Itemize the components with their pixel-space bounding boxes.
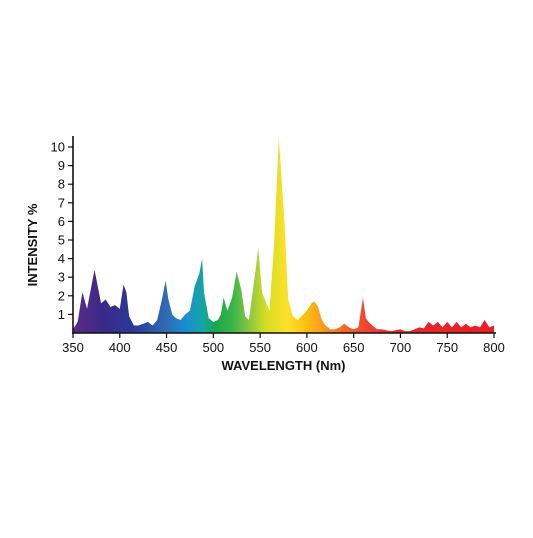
x-tick-label: 750 bbox=[436, 340, 458, 355]
y-tick-label: 10 bbox=[51, 140, 65, 155]
y-tick-label: 2 bbox=[58, 288, 65, 303]
y-tick-label: 6 bbox=[58, 214, 65, 229]
x-tick-label: 550 bbox=[249, 340, 271, 355]
x-tick-label: 700 bbox=[390, 340, 412, 355]
x-tick-label: 650 bbox=[343, 340, 365, 355]
x-tick-label: 450 bbox=[156, 340, 178, 355]
x-tick-label: 600 bbox=[296, 340, 318, 355]
spectrum-area-0 bbox=[73, 137, 494, 333]
x-axis-title: WAVELENGTH (Nm) bbox=[222, 358, 346, 373]
y-tick-label: 4 bbox=[58, 251, 65, 266]
ticks-layer: 1 2 3 4 5 6 7 8 9 10 350 400 450 500 550 600 650 700 750 80… bbox=[51, 140, 505, 356]
plot-layer bbox=[73, 137, 494, 333]
y-tick-label: 9 bbox=[58, 158, 65, 173]
y-tick-label: 3 bbox=[58, 270, 65, 285]
x-tick-label: 800 bbox=[483, 340, 505, 355]
x-tick-label: 400 bbox=[109, 340, 131, 355]
y-tick-label: 8 bbox=[58, 177, 65, 192]
x-tick-label: 500 bbox=[202, 340, 224, 355]
y-tick-label: 1 bbox=[58, 307, 65, 322]
y-axis-title: INTENSITY % bbox=[25, 203, 40, 286]
axes-layer bbox=[72, 136, 496, 334]
y-tick-label: 5 bbox=[58, 233, 65, 248]
x-tick-label: 350 bbox=[62, 340, 84, 355]
y-tick-label: 7 bbox=[58, 195, 65, 210]
